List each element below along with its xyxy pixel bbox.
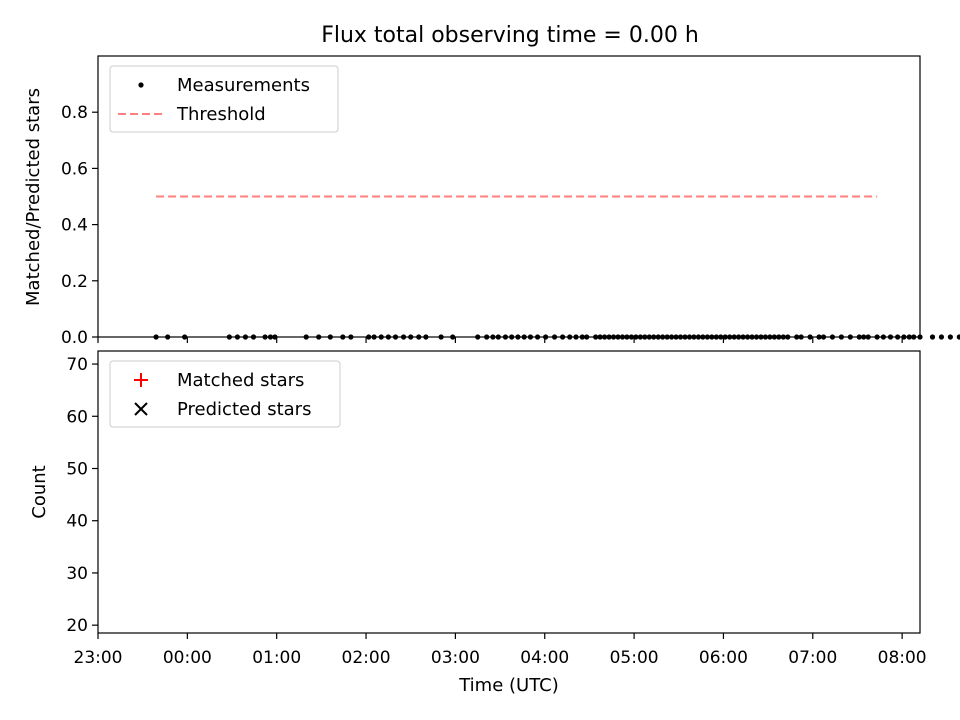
legend-threshold-label: Threshold xyxy=(176,104,266,125)
measurement-point xyxy=(938,334,945,340)
bottom-y-tick-label: 50 xyxy=(66,460,88,480)
bottom-x-ticks: 23:00 00:00 01:00 02:00 03:00 04:00 05:00 06:00… xyxy=(74,633,927,668)
measurement-point xyxy=(956,334,960,340)
top-axes-frame xyxy=(97,55,921,338)
bottom-y-tick-label: 70 xyxy=(66,355,88,375)
x-axis-label: Time (UTC) xyxy=(458,675,559,696)
top-y-axis-label: Matched/Predicted stars xyxy=(23,88,44,306)
bottom-y-tick-label: 40 xyxy=(66,512,88,532)
legend-predicted-label: Predicted stars xyxy=(177,399,311,420)
top-y-tick-label: 0.8 xyxy=(61,103,88,123)
measurement-point xyxy=(947,334,953,340)
x-tick-label: 07:00 xyxy=(788,648,837,668)
top-legend: Measurements Threshold xyxy=(109,65,339,133)
top-y-tick-label: 0.6 xyxy=(61,159,88,179)
x-tick-label: 06:00 xyxy=(699,648,748,668)
top-y-tick-label: 0.2 xyxy=(61,272,88,292)
bottom-y-tick-label: 20 xyxy=(66,616,88,636)
legend-predicted-marker xyxy=(134,402,148,416)
top-legend-box xyxy=(109,65,339,133)
top-y-ticks: 0.0 0.2 0.4 0.6 0.8 xyxy=(61,103,98,348)
bottom-panel: 20 30 40 50 60 70 23:00 00:00 01:00 02:00 03:00 04… xyxy=(29,350,927,668)
top-y-tick-label: 0.4 xyxy=(61,216,88,236)
x-tick-label: 23:00 xyxy=(74,648,123,668)
legend-matched-label: Matched stars xyxy=(177,370,304,391)
bottom-axes-frame xyxy=(97,350,921,634)
x-tick-label: 01:00 xyxy=(252,648,301,668)
top-panel: 0.00.20.40.60.8 Matched/Predicted stars … xyxy=(23,55,960,348)
x-tick-label: 08:00 xyxy=(878,648,927,668)
x-tick-label: 02:00 xyxy=(342,648,391,668)
measurement-point xyxy=(929,334,936,340)
x-tick-label: 04:00 xyxy=(520,648,569,668)
x-tick-label: 00:00 xyxy=(163,648,212,668)
legend-matched-marker xyxy=(134,373,148,387)
bottom-y-ticks: 20 30 40 50 60 70 xyxy=(66,355,98,636)
top-y-tick-label: 0.0 xyxy=(61,328,88,348)
chart-title: Flux total observing time = 0.00 h xyxy=(321,23,699,48)
bottom-legend: Matched stars Predicted stars xyxy=(109,360,341,428)
legend-measurements-marker xyxy=(138,82,144,88)
bottom-y-tick-label: 30 xyxy=(66,564,88,584)
bottom-y-tick-label: 60 xyxy=(66,407,88,427)
bottom-y-axis-label: Count xyxy=(29,465,50,518)
legend-measurements-label: Measurements xyxy=(177,75,310,96)
bottom-legend-box xyxy=(109,360,341,428)
x-tick-label: 05:00 xyxy=(610,648,659,668)
x-tick-label: 03:00 xyxy=(431,648,480,668)
